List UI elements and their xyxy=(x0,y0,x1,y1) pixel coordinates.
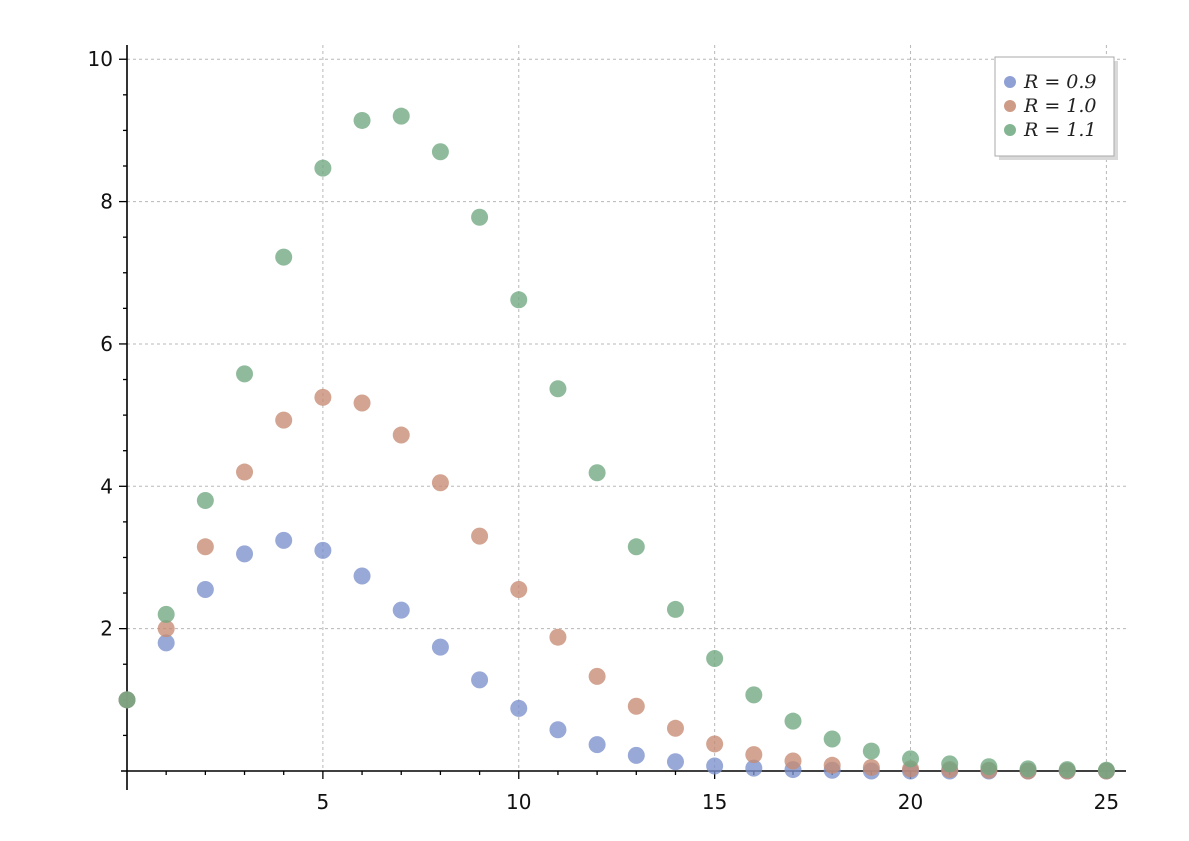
data-point xyxy=(431,474,449,492)
legend-label: R = 1.1 xyxy=(1023,119,1097,141)
series-group xyxy=(118,531,1115,780)
data-point xyxy=(392,601,410,619)
data-point xyxy=(314,541,332,559)
x-tick-label: 25 xyxy=(1094,790,1119,814)
data-point xyxy=(471,527,489,545)
data-point xyxy=(314,159,332,177)
legend-marker xyxy=(1004,100,1016,112)
data-point xyxy=(431,638,449,656)
data-point xyxy=(666,719,684,737)
data-point xyxy=(549,628,567,646)
grid xyxy=(127,45,1126,771)
data-point xyxy=(275,531,293,549)
data-point xyxy=(510,291,528,309)
legend-label: R = 0.9 xyxy=(1023,71,1097,93)
data-point xyxy=(706,757,724,775)
data-point xyxy=(627,538,645,556)
data-point xyxy=(706,650,724,668)
data-point xyxy=(157,620,175,638)
data-point xyxy=(980,758,998,776)
data-point xyxy=(236,545,254,563)
data-point xyxy=(823,756,841,774)
data-point xyxy=(1058,761,1076,779)
legend-label: R = 1.0 xyxy=(1023,95,1097,117)
x-tick-label: 15 xyxy=(702,790,727,814)
y-tick-label: 10 xyxy=(88,47,113,71)
data-point xyxy=(588,464,606,482)
data-point xyxy=(666,753,684,771)
data-point xyxy=(745,686,763,704)
y-tick-label: 4 xyxy=(100,474,113,498)
y-tick-label: 2 xyxy=(100,617,113,641)
data-point xyxy=(510,699,528,717)
data-point xyxy=(236,365,254,383)
data-point xyxy=(941,755,959,773)
data-point xyxy=(588,667,606,685)
data-point xyxy=(196,581,214,598)
y-tick-label: 6 xyxy=(100,332,113,356)
ticks: 5 10 15 20 25 2 4 6 8 10 xyxy=(88,47,1120,814)
data-point xyxy=(549,380,567,398)
data-point xyxy=(627,746,645,764)
data-points xyxy=(118,107,1115,780)
axes xyxy=(121,45,1126,790)
legend-marker xyxy=(1004,76,1016,88)
data-point xyxy=(784,752,802,770)
data-point xyxy=(549,721,567,739)
data-point xyxy=(353,394,371,412)
data-point xyxy=(745,746,763,764)
x-tick-label: 10 xyxy=(506,790,531,814)
x-tick-label: 5 xyxy=(317,790,330,814)
data-point xyxy=(862,758,880,776)
data-point xyxy=(353,567,371,585)
data-point xyxy=(196,492,214,510)
data-point xyxy=(745,759,763,777)
data-point xyxy=(157,605,175,623)
data-point xyxy=(1019,760,1037,778)
x-tick-label: 20 xyxy=(898,790,923,814)
data-point xyxy=(666,600,684,618)
data-point xyxy=(157,634,175,652)
data-point xyxy=(118,691,136,709)
data-point xyxy=(588,736,606,754)
data-point xyxy=(314,388,332,406)
data-point xyxy=(353,111,371,129)
data-point xyxy=(706,735,724,753)
legend-marker xyxy=(1004,124,1016,136)
data-point xyxy=(236,463,254,481)
y-tick-label: 8 xyxy=(100,190,113,214)
data-point xyxy=(392,426,410,444)
series-group xyxy=(118,107,1115,779)
data-point xyxy=(510,581,528,598)
data-point xyxy=(1097,761,1115,779)
data-point xyxy=(862,742,880,760)
data-point xyxy=(431,143,449,161)
data-point xyxy=(471,671,489,689)
data-point xyxy=(275,248,293,266)
data-point xyxy=(471,208,489,226)
data-point xyxy=(275,411,293,429)
legend: R = 0.9R = 1.0R = 1.1 xyxy=(994,56,1118,160)
data-point xyxy=(196,538,214,556)
series-group xyxy=(118,388,1115,780)
data-point xyxy=(902,750,920,768)
data-point xyxy=(392,107,410,125)
data-point xyxy=(627,697,645,715)
data-point xyxy=(784,712,802,730)
data-point xyxy=(823,730,841,748)
